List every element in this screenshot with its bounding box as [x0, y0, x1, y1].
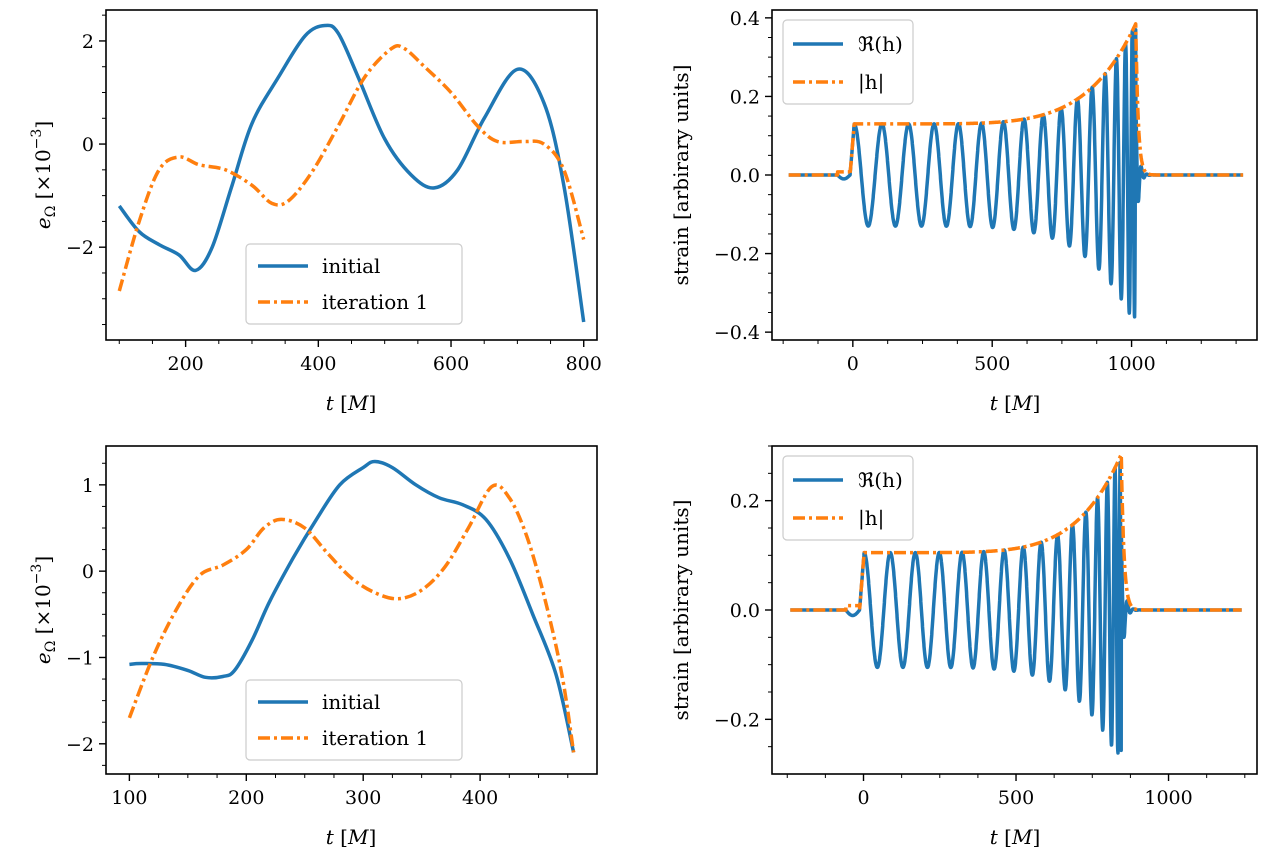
- x-tick-label: 1000: [1144, 787, 1192, 809]
- series-line-iteration-1: [127, 483, 576, 753]
- y-tick-label: −2: [66, 734, 94, 756]
- y-tick-label: 2: [82, 31, 94, 53]
- panel-top-right: 0 500 1000 −0.4 −0.2 0.0 0.2 0.4 t [M] strain […: [669, 8, 1258, 415]
- panel-bottom-right: 0 500 1000 −0.2 0.0 0.2 t [M] strain [arbirar…: [669, 445, 1258, 849]
- x-tick-label: 200: [167, 353, 203, 375]
- x-axis-label: t [M]: [326, 391, 377, 415]
- series-line-abs-h: [788, 452, 1244, 612]
- legend-label-abs: |h|: [858, 506, 884, 531]
- x-tick-label: 400: [300, 353, 336, 375]
- y-tick-label: 0.4: [730, 8, 760, 30]
- x-tick-label: 100: [111, 787, 147, 809]
- x-tick-label: 300: [345, 787, 381, 809]
- y-tick-label: −2: [66, 237, 94, 259]
- x-tick-label: 400: [462, 787, 498, 809]
- y-tick-label: 0.0: [730, 600, 760, 622]
- x-tick-label: 500: [974, 353, 1010, 375]
- legend: ℜ(h) |h|: [782, 455, 914, 541]
- axes-frame: [105, 445, 598, 775]
- y-tick-label: −0.2: [714, 244, 760, 266]
- y-tick-label: 1: [82, 475, 94, 497]
- panel-top-left: 200 400 600 800 −2 0 2 t [M] eΩ [×10−3] initia…: [29, 9, 602, 415]
- series-line-initial: [117, 23, 586, 323]
- y-axis-label: strain [arbirary units]: [669, 500, 693, 721]
- legend-label-real: ℜ(h): [858, 32, 903, 56]
- x-tick-label: 600: [433, 353, 469, 375]
- series-line-abs-h: [787, 22, 1245, 177]
- x-tick-label: 0: [857, 787, 869, 809]
- y-tick-label: 0.2: [730, 86, 760, 108]
- y-tick-label: −0.4: [714, 322, 760, 344]
- legend-label-iteration: iteration 1: [322, 726, 428, 750]
- y-tick-label: 0: [82, 134, 94, 156]
- y-tick-label: 0: [82, 561, 94, 583]
- legend: initial iteration 1: [245, 679, 463, 761]
- x-tick-label: 800: [566, 353, 602, 375]
- x-tick-label: 0: [847, 353, 859, 375]
- legend-label-real: ℜ(h): [858, 468, 903, 492]
- x-axis-label: t [M]: [326, 825, 377, 849]
- y-tick-label: 0.2: [730, 491, 760, 513]
- legend-label-initial: initial: [322, 690, 380, 714]
- legend: initial iteration 1: [245, 243, 463, 325]
- series-line-initial: [129, 459, 576, 753]
- legend-label-abs: |h|: [858, 70, 884, 95]
- legend-label-iteration: iteration 1: [322, 290, 428, 314]
- x-axis-label: t [M]: [990, 825, 1041, 849]
- x-tick-label: 200: [228, 787, 264, 809]
- legend-label-initial: initial: [322, 254, 380, 278]
- y-tick-label: −1: [66, 647, 94, 669]
- series-line-iteration-1: [117, 44, 586, 292]
- x-tick-label: 1000: [1107, 353, 1155, 375]
- x-tick-label: 500: [998, 787, 1034, 809]
- panel-bottom-left: 100 200 300 400 −2 −1 0 1 t [M] eΩ [×10−3] init…: [29, 445, 598, 849]
- y-axis-label: eΩ [×10−3]: [29, 121, 59, 229]
- y-tick-label: −0.2: [714, 709, 760, 731]
- y-axis-label: eΩ [×10−3]: [29, 556, 59, 664]
- y-axis-label: strain [arbirary units]: [669, 65, 693, 286]
- x-axis-label: t [M]: [990, 391, 1041, 415]
- legend: ℜ(h) |h|: [782, 19, 914, 105]
- y-tick-label: 0.0: [730, 165, 760, 187]
